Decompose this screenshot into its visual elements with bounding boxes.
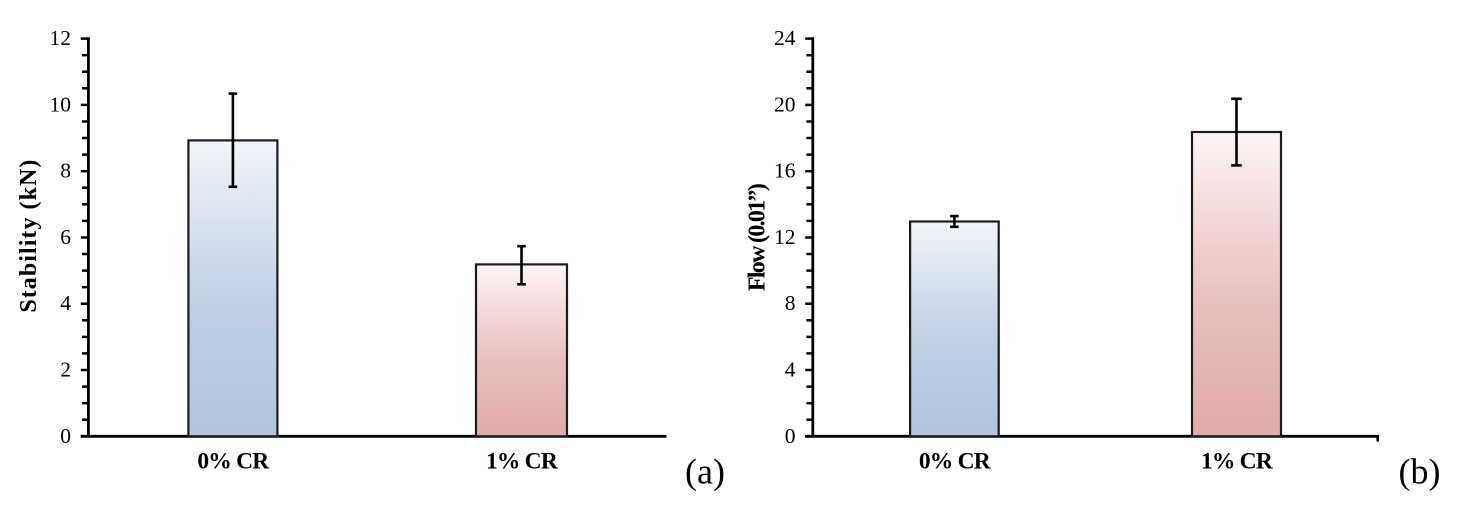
svg-text:2: 2 <box>60 358 71 382</box>
svg-text:20: 20 <box>774 92 796 116</box>
svg-text:(a): (a) <box>685 452 725 492</box>
svg-text:12: 12 <box>774 225 796 249</box>
svg-text:8: 8 <box>60 159 71 183</box>
svg-text:10: 10 <box>50 92 72 116</box>
svg-text:4: 4 <box>60 291 71 315</box>
svg-text:6: 6 <box>60 225 71 249</box>
svg-text:1% CR: 1% CR <box>1201 449 1274 475</box>
svg-text:16: 16 <box>774 159 796 183</box>
svg-text:12: 12 <box>50 26 72 50</box>
svg-text:0: 0 <box>785 424 796 448</box>
svg-text:(b): (b) <box>1399 452 1441 492</box>
svg-text:8: 8 <box>785 291 796 315</box>
svg-text:1% CR: 1% CR <box>486 449 559 475</box>
svg-text:4: 4 <box>785 358 796 382</box>
svg-text:0: 0 <box>60 424 71 448</box>
svg-text:0% CR: 0% CR <box>197 449 270 475</box>
svg-text:Flow (0.01”): Flow (0.01”) <box>744 184 770 291</box>
svg-text:Stability (kN): Stability (kN) <box>16 159 42 313</box>
svg-text:0% CR: 0% CR <box>919 449 992 475</box>
svg-text:24: 24 <box>774 26 796 50</box>
